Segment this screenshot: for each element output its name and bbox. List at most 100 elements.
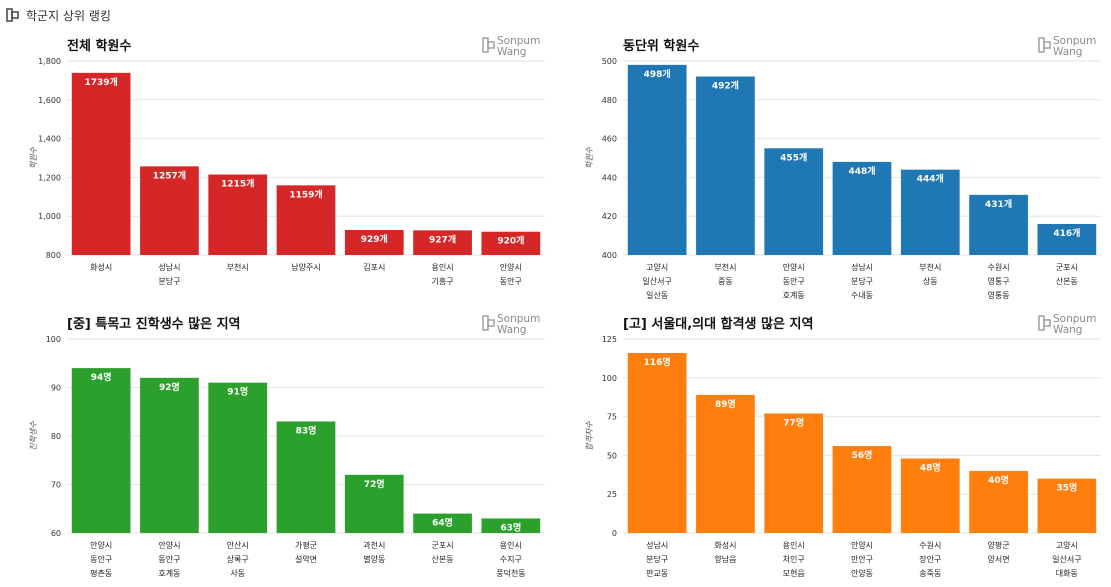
- data-label: 92명: [159, 381, 180, 393]
- x-tick-label: 판교동: [646, 569, 668, 578]
- x-tick-label: 일산서구: [642, 276, 671, 286]
- x-tick-label: 성남시: [646, 541, 668, 550]
- logo-text-line2: Wang: [1053, 46, 1082, 58]
- x-tick-label: 동안구: [783, 276, 805, 286]
- x-tick-label: 영통동: [988, 290, 1010, 300]
- y-tick-label: 80: [51, 432, 61, 441]
- page-title: 학군지 상위 랭킹: [26, 8, 111, 23]
- data-label: 1215개: [221, 177, 254, 189]
- y-tick-label: 70: [51, 481, 61, 490]
- y-tick-label: 100: [602, 374, 617, 383]
- bar: [208, 382, 268, 533]
- x-tick-label: 화성시: [90, 263, 112, 272]
- data-label: 64명: [432, 517, 453, 529]
- x-tick-label: 산본동: [432, 554, 454, 564]
- y-axis-label: 학원수: [585, 146, 594, 169]
- data-label: 116명: [644, 356, 671, 368]
- data-label: 498개: [644, 68, 671, 80]
- y-tick-label: 1,600: [38, 96, 61, 105]
- bar: [969, 470, 1028, 533]
- x-tick-label: 안양시: [783, 262, 805, 272]
- x-tick-label: 동안구: [158, 554, 180, 564]
- y-tick-label: 420: [602, 212, 617, 221]
- data-label: 91명: [227, 386, 248, 398]
- x-tick-label: 상동: [923, 276, 938, 286]
- x-tick-label: 가평군: [295, 540, 317, 550]
- x-tick-label: 부천시: [919, 262, 941, 272]
- x-tick-label: 화성시: [714, 541, 736, 550]
- bar: [627, 352, 687, 533]
- logo-text-line2: Wang: [1053, 324, 1082, 336]
- logo-text-line1: Sonpum: [497, 35, 540, 47]
- x-tick-label: 분당구: [851, 276, 873, 286]
- data-label: 83명: [296, 424, 317, 436]
- bar: [71, 368, 131, 533]
- x-tick-label: 안산시: [227, 540, 249, 550]
- y-axis-label: 진학생수: [29, 421, 38, 451]
- y-tick-label: 25: [607, 490, 617, 499]
- data-label: 1739개: [84, 76, 117, 88]
- chart-dong-academies: 동단위 학원수 Sonpum Wang 400 420 440 460 480 500 학원수 49…: [556, 28, 1111, 308]
- y-tick-label: 50: [607, 451, 617, 460]
- x-tick-label: 분당구: [158, 276, 180, 286]
- bar: [140, 166, 199, 255]
- x-tick-label: 안양시: [851, 540, 873, 550]
- x-tick-label: 송죽동: [919, 569, 941, 578]
- data-label: 63명: [500, 521, 521, 533]
- x-tick-label: 안양시: [500, 262, 522, 272]
- x-tick-label: 남양주시: [291, 263, 320, 272]
- bar: [344, 229, 404, 255]
- logo-mark-icon: [482, 315, 489, 331]
- logo-mark-icon: [1038, 315, 1045, 331]
- bar: [481, 518, 541, 533]
- data-label: 77명: [783, 416, 804, 428]
- x-tick-label: 수원시: [988, 263, 1010, 272]
- y-tick-label: 125: [602, 335, 617, 344]
- x-tick-label: 고양시: [1056, 541, 1078, 550]
- y-tick-label: 1,200: [38, 173, 61, 182]
- x-tick-label: 장안구: [919, 554, 941, 564]
- bar: [1037, 223, 1097, 255]
- bar: [208, 174, 268, 255]
- bar: [276, 185, 336, 255]
- x-tick-label: 용인시: [500, 540, 522, 550]
- y-tick-label: 400: [602, 251, 617, 260]
- logo-mark-icon: [487, 319, 495, 327]
- x-tick-label: 중동: [718, 277, 733, 286]
- x-tick-label: 상록구: [227, 554, 249, 564]
- data-label: 416개: [1053, 227, 1080, 239]
- bar: [481, 231, 541, 255]
- data-label: 1159개: [289, 188, 322, 200]
- bar: [276, 421, 336, 533]
- logo-mark-icon: [1038, 37, 1045, 53]
- x-tick-label: 호계동: [158, 568, 180, 578]
- y-tick-label: 1,400: [38, 135, 61, 144]
- x-tick-label: 수내동: [851, 291, 873, 300]
- x-tick-label: 안양동: [851, 568, 873, 578]
- bar: [71, 72, 131, 255]
- y-tick-label: 60: [51, 529, 61, 538]
- logo-mark-icon: [487, 41, 495, 49]
- bar: [413, 230, 472, 255]
- y-tick-label: 1,800: [38, 57, 61, 66]
- chart-title: 동단위 학원수: [623, 38, 699, 54]
- bar: [900, 169, 960, 255]
- bar: [413, 513, 472, 533]
- bar: [344, 474, 404, 533]
- data-label: 448개: [848, 165, 875, 177]
- x-tick-label: 분당구: [646, 554, 668, 564]
- logo-text-line1: Sonpum: [1053, 35, 1096, 47]
- x-tick-label: 일산서구: [1052, 554, 1081, 564]
- x-tick-label: 김포시: [363, 262, 385, 272]
- y-axis-label: 학원수: [29, 146, 38, 169]
- bar: [140, 377, 199, 533]
- chart-title: [고] 서울대,의대 합격생 많은 지역: [623, 316, 813, 332]
- bar: [832, 446, 892, 533]
- chart-title: 전체 학원수: [67, 38, 131, 54]
- bar: [832, 161, 892, 255]
- x-tick-label: 부천시: [714, 262, 736, 272]
